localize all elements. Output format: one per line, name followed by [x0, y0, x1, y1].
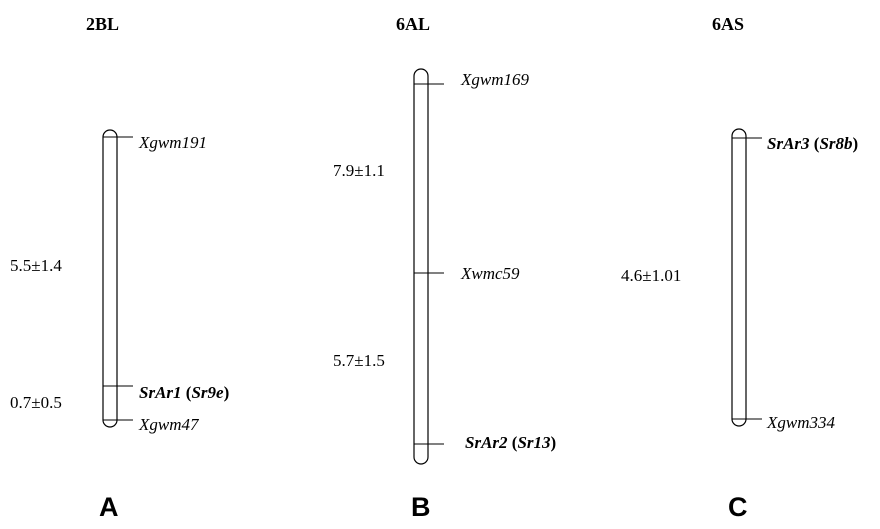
chromosome-bar	[731, 128, 747, 427]
gene-alias: Sr9e	[191, 383, 224, 402]
distance-label: 5.7±1.5	[333, 351, 385, 370]
locus-label: Xgwm47	[139, 415, 199, 434]
gene-alias: Sr13	[517, 433, 551, 452]
chromosome-6AL	[413, 68, 444, 465]
distance-label: 5.5±1.4	[10, 256, 62, 275]
map-title-6AS: 6AS	[712, 14, 745, 34]
map-title-6AL: 6AL	[396, 14, 431, 34]
panel-label-c: C	[728, 492, 748, 522]
locus-label: Xwmc59	[461, 264, 520, 283]
locus-label: Xgwm191	[139, 133, 207, 152]
chromosome-6AS	[731, 128, 762, 427]
map-title-2BL: 2BL	[86, 14, 120, 34]
gene-label: SrAr1 (Sr9e)	[139, 383, 230, 402]
panel-label-b: B	[411, 492, 431, 522]
chromosome-bar	[102, 129, 118, 428]
chromosome-2BL	[102, 129, 133, 428]
locus-label: Xgwm169	[461, 70, 529, 89]
distance-label: 0.7±0.5	[10, 393, 62, 412]
gene-name: SrAr1	[139, 383, 182, 402]
gene-alias: Sr8b	[819, 134, 853, 153]
panel-label-a: A	[99, 492, 119, 522]
locus-label: Xgwm334	[767, 413, 835, 432]
distance-label: 7.9±1.1	[333, 161, 385, 180]
gene-name: SrAr3	[767, 134, 810, 153]
gene-name: SrAr2	[465, 433, 508, 452]
chromosome-bar	[413, 68, 429, 465]
distance-label: 4.6±1.01	[621, 266, 682, 285]
gene-label: SrAr3 (Sr8b)	[767, 134, 859, 153]
gene-label: SrAr2 (Sr13)	[465, 433, 557, 452]
